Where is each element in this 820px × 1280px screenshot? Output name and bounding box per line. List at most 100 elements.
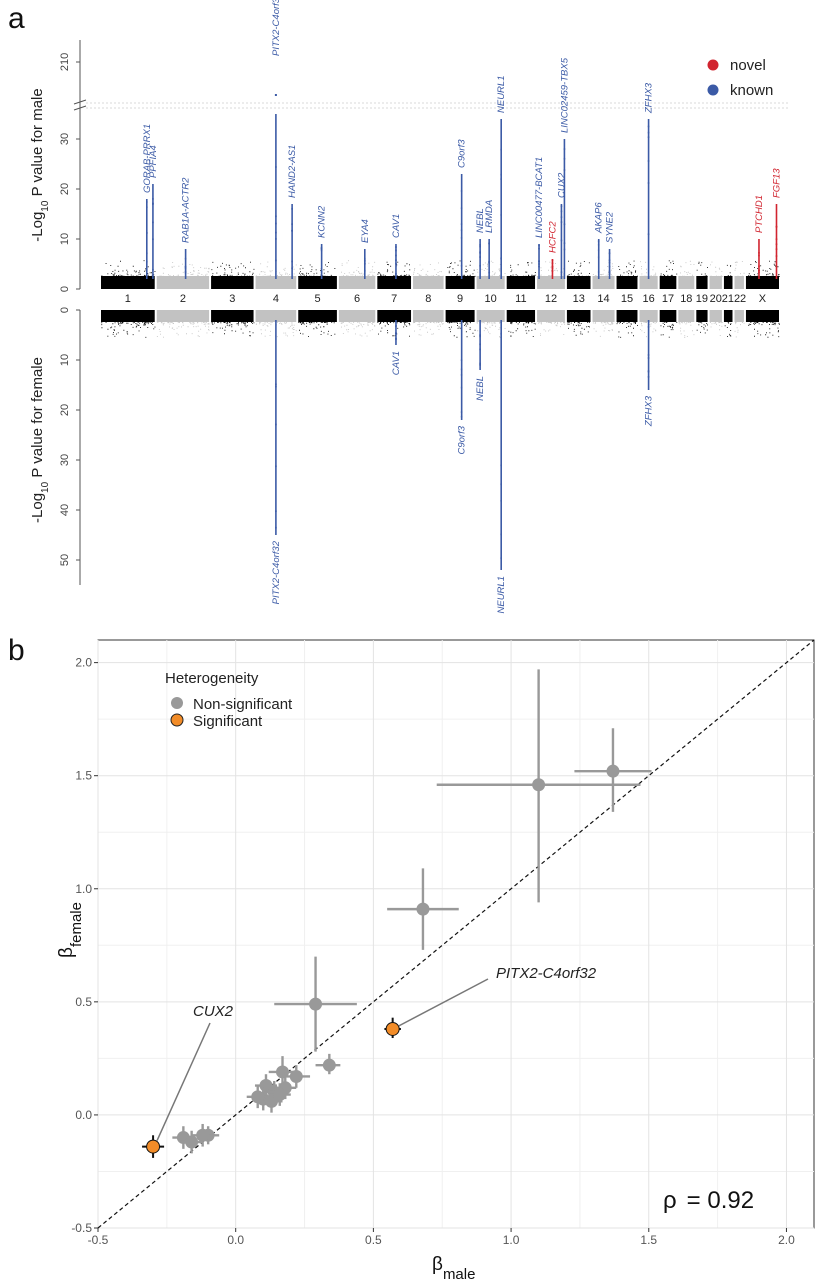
- locus-point: [538, 260, 540, 263]
- y-tick-label: 0.5: [75, 995, 92, 1009]
- locus-point: [395, 337, 397, 340]
- locus-label: CAV1: [391, 351, 402, 375]
- snp-points-female: [508, 322, 536, 337]
- snp-points-female: [748, 322, 780, 338]
- locus-point: [395, 246, 397, 248]
- chromosome-label: 15: [621, 293, 633, 305]
- locus-point: [500, 533, 502, 536]
- chromosome-block-male: [566, 276, 591, 289]
- identity-dashed-line: [97, 639, 815, 1229]
- snp-points-female: [211, 322, 255, 337]
- locus-point: [775, 243, 778, 246]
- identity-line: [97, 639, 815, 1229]
- locus-point: [597, 244, 600, 246]
- chromosome-block-female: [211, 310, 254, 322]
- male-y-tick-label: 30: [59, 133, 71, 145]
- locus-point: [152, 198, 154, 200]
- snp-points-male: [447, 260, 476, 277]
- locus-point-break: [274, 94, 277, 96]
- locus-label: C9orf3: [457, 139, 468, 168]
- chromosome-label: 2122: [722, 293, 746, 305]
- locus-point: [460, 264, 463, 267]
- locus-point: [551, 259, 554, 262]
- chromosome-block-male: [696, 276, 708, 289]
- nonsignificant-point: [606, 764, 620, 778]
- locus-point: [275, 222, 277, 225]
- snp-points-male: [211, 261, 255, 277]
- significant-point: [385, 1021, 400, 1036]
- nonsignificant-point: [309, 997, 323, 1011]
- locus-label: CAV1: [391, 214, 402, 238]
- locus-point: [291, 208, 293, 210]
- locus-point: [479, 245, 481, 248]
- x-tick-label: 0.5: [365, 1233, 382, 1247]
- female-y-axis-label: -Log10 P value for female: [29, 357, 51, 523]
- female-y-tick-label: 0: [59, 307, 71, 313]
- locus-label: NEBL: [475, 208, 486, 233]
- snp-points-male: [734, 261, 745, 277]
- chromosome-label: 19: [696, 293, 708, 305]
- x-axis-label: βmale: [432, 1254, 475, 1280]
- chromosome-label: 17: [662, 293, 674, 305]
- locus-point: [460, 223, 463, 225]
- locus-label: C9orf3: [457, 425, 468, 454]
- locus-point: [479, 335, 481, 338]
- snp-points-male: [298, 262, 336, 277]
- locus-point: [647, 182, 650, 184]
- chromosome-label: 5: [315, 293, 321, 305]
- chromosome-block-male: [211, 276, 254, 289]
- chromosome-label: 10: [485, 293, 497, 305]
- locus-point: [460, 207, 463, 209]
- locus-point: [563, 242, 566, 245]
- locus-point: [560, 271, 563, 273]
- cux2-leader-line: [156, 1022, 211, 1141]
- locus-point: [551, 265, 554, 268]
- snp-points-male: [616, 260, 638, 277]
- locus-point: [460, 229, 463, 232]
- chromosome-block-female: [639, 310, 658, 322]
- chromosome-block-female: [678, 310, 695, 322]
- legend-nonsig-marker: [171, 697, 183, 709]
- chromosome-block-male: [678, 276, 695, 289]
- locus-label: HAND2-AS1: [287, 145, 298, 198]
- chromosome-block-female: [616, 310, 638, 322]
- locus-point: [775, 225, 778, 228]
- locus-point: [488, 242, 490, 245]
- male-y-tick-label: 210: [59, 53, 71, 71]
- locus-label: PPFIA4: [148, 145, 159, 178]
- snp-points-female: [696, 322, 708, 334]
- locus-point: [395, 249, 397, 252]
- locus-point: [563, 223, 566, 226]
- snp-points-female: [567, 322, 590, 336]
- axis-break-mark: [73, 99, 87, 111]
- chromosome-label: 16: [642, 293, 654, 305]
- male-y-tick-label: 20: [59, 183, 71, 195]
- locus-point: [460, 386, 463, 389]
- locus-point: [647, 131, 650, 134]
- snp-points-female: [734, 322, 745, 338]
- chromosome-label: X: [759, 293, 767, 305]
- nonsignificant-point: [273, 1088, 287, 1102]
- locus-point: [563, 157, 566, 160]
- female-y-tick-label: 40: [59, 504, 71, 516]
- snp-points-male: [538, 261, 565, 277]
- locus-point: [184, 257, 187, 260]
- chromosome-block-female: [413, 310, 444, 322]
- nonsignificant-point: [251, 1090, 265, 1104]
- snp-points-female: [413, 322, 444, 336]
- beta-points: [142, 669, 652, 1158]
- locus-point: [500, 483, 502, 486]
- female-y-tick-label: 10: [59, 354, 71, 366]
- y-tick-label: 2.0: [75, 656, 92, 670]
- nonsignificant-point: [532, 778, 546, 792]
- male-y-axis-label: -Log10 P value for male: [29, 88, 51, 241]
- chromosome-block-male: [156, 276, 210, 289]
- locus-point: [563, 148, 566, 150]
- locus-point: [145, 232, 148, 234]
- chromosome-block-female: [592, 310, 615, 322]
- snp-points-female: [538, 322, 565, 336]
- snp-points-male: [696, 261, 708, 277]
- chromosome-block-male: [537, 276, 565, 289]
- chromosome-block-male: [734, 276, 744, 289]
